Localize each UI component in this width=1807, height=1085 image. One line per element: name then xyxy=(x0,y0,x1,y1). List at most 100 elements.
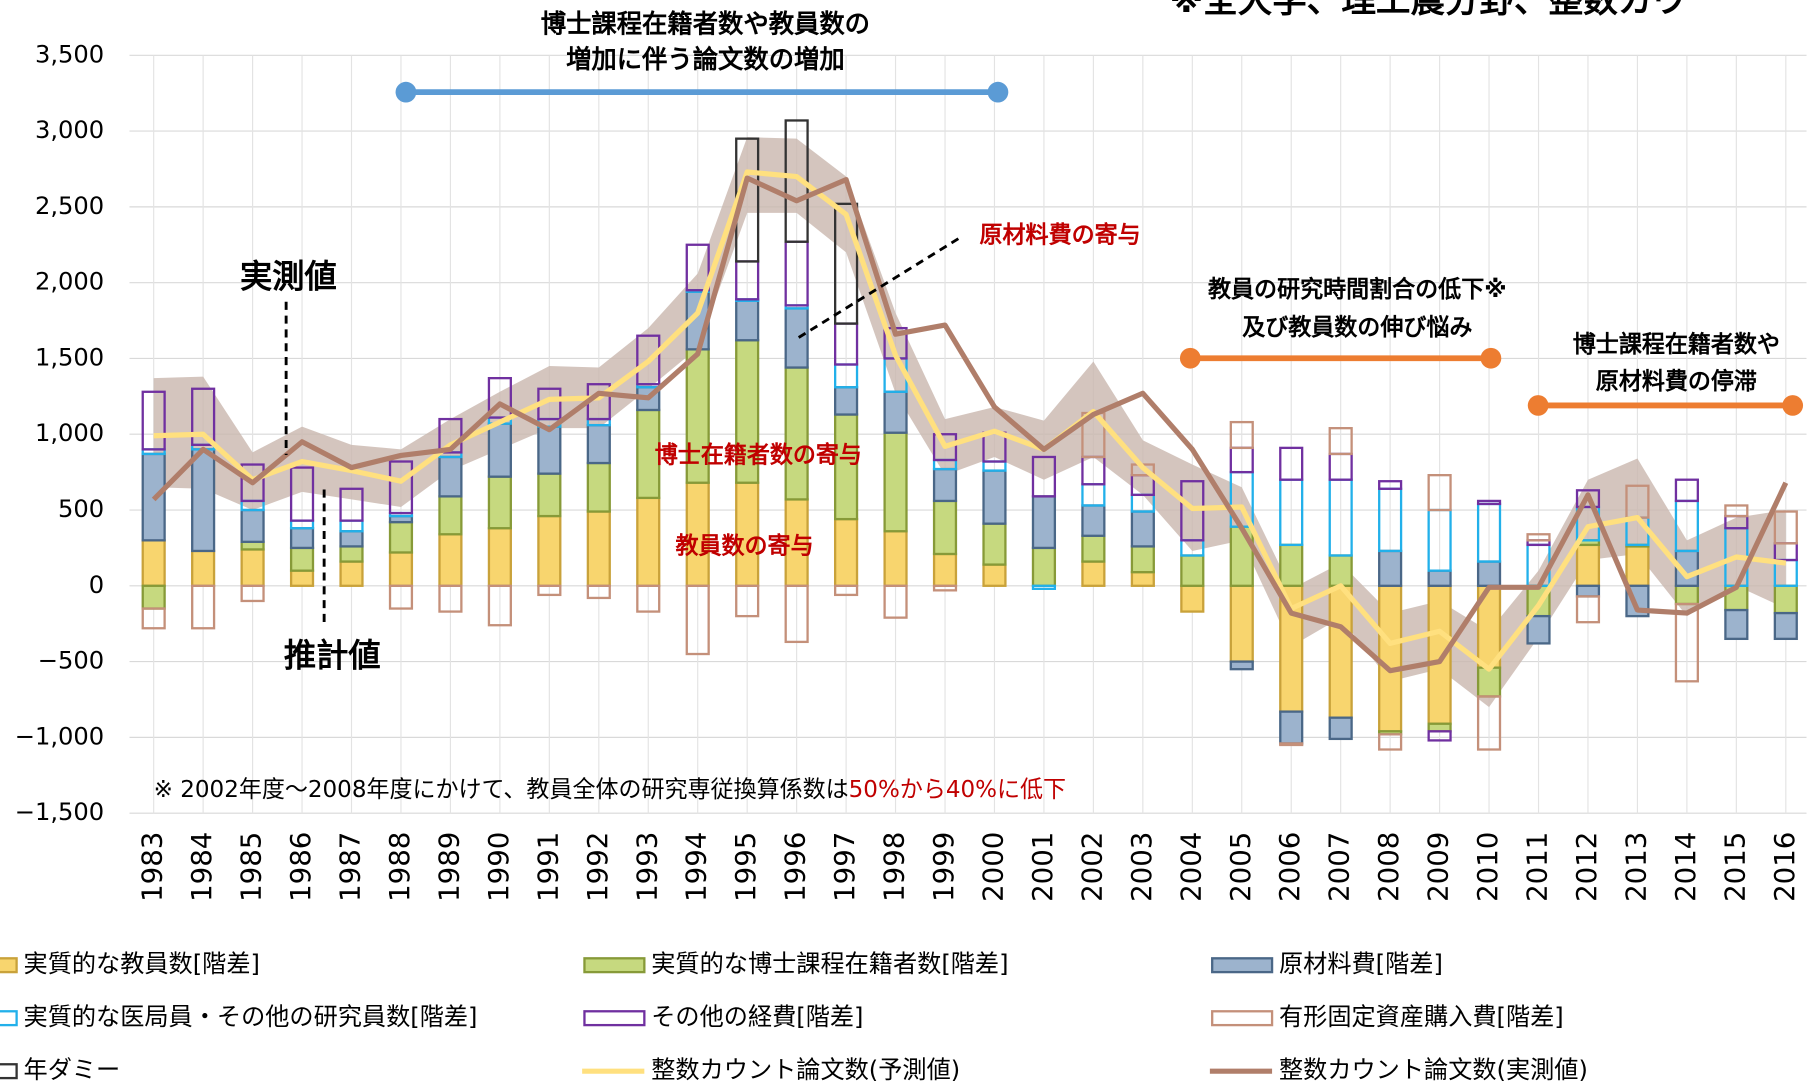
bar-segment xyxy=(191,387,216,446)
y-tick-label: 3,500 xyxy=(35,40,104,68)
bar-segment xyxy=(289,569,315,587)
bar-segment xyxy=(141,539,166,587)
x-tick-label: 1995 xyxy=(729,832,762,902)
bar-segment xyxy=(1130,510,1155,548)
bar-segment xyxy=(1328,584,1353,719)
x-tick-label: 2000 xyxy=(976,832,1009,902)
x-tick-label: 1992 xyxy=(581,832,614,902)
bar-segment xyxy=(1427,584,1452,725)
bar-segment xyxy=(685,243,710,292)
x-tick-label: 2003 xyxy=(1125,832,1158,902)
range-band xyxy=(153,137,1786,708)
x-tick-label: 2006 xyxy=(1273,832,1306,902)
x-tick-label: 1987 xyxy=(334,832,367,902)
bar-segment xyxy=(1180,584,1205,613)
bar-segment xyxy=(1575,543,1601,587)
x-tick-label: 1996 xyxy=(779,832,812,902)
bar-segment xyxy=(1526,614,1551,645)
bar-segment xyxy=(240,548,265,587)
bar-segment xyxy=(1773,611,1798,641)
bar-segment xyxy=(784,366,809,501)
bar-segment xyxy=(834,584,859,597)
legend-label: 有形固定資産購入費[階差] xyxy=(1279,1003,1564,1031)
annotation: ※全大学、理工農分野、整数カウ xyxy=(1170,0,1687,21)
bar-segment xyxy=(141,584,166,610)
bar-segment xyxy=(636,334,661,386)
bar-segment xyxy=(339,545,364,563)
bar-segment xyxy=(636,584,661,613)
bar-segment xyxy=(1427,569,1452,587)
bar-segment xyxy=(1427,474,1452,512)
x-tick-label: 1985 xyxy=(235,832,268,902)
arrow-end xyxy=(1179,347,1201,369)
legend-swatch xyxy=(0,1010,18,1027)
y-tick-label: 0 xyxy=(89,571,104,599)
bar-segment xyxy=(289,527,315,550)
bar-segment xyxy=(1229,660,1254,671)
bar-segment xyxy=(438,455,463,498)
x-tick-label: 2016 xyxy=(1768,832,1801,902)
x-tick-label: 2010 xyxy=(1471,832,1504,902)
x-tick-label: 2013 xyxy=(1619,832,1652,902)
x-tick-label: 2014 xyxy=(1669,832,1702,902)
bar-segment xyxy=(1081,560,1106,587)
bar-segment xyxy=(834,202,859,325)
bar-segment xyxy=(1031,546,1057,587)
bar-segment xyxy=(586,510,611,587)
bar-segment xyxy=(487,422,512,478)
x-tick-label: 1983 xyxy=(136,832,169,902)
bar-segment xyxy=(883,530,908,587)
bar-segment xyxy=(1427,730,1452,742)
bar-segment xyxy=(1575,595,1601,624)
bar-segment xyxy=(487,527,512,587)
bar-segment xyxy=(487,376,512,419)
bar-segment xyxy=(834,517,859,587)
x-tick-label: 1994 xyxy=(680,832,713,902)
arrow-end xyxy=(1527,395,1549,416)
annotation: 教員の研究時間割合の低下※ xyxy=(1208,276,1507,303)
bar-segment xyxy=(1229,420,1254,450)
bar-segment xyxy=(784,119,809,243)
bar-segment xyxy=(982,469,1007,525)
bar-segment xyxy=(932,433,958,462)
arrow-end xyxy=(1480,347,1502,369)
bar-segment xyxy=(735,299,760,342)
x-tick-label: 1991 xyxy=(531,832,564,902)
bar-segment xyxy=(1279,710,1304,745)
bar-segment xyxy=(240,463,265,503)
y-tick-label: −500 xyxy=(38,647,104,675)
x-tick-label: 1997 xyxy=(828,832,861,902)
bar-segment xyxy=(240,584,265,603)
band-layer xyxy=(153,137,1786,708)
bar-segment xyxy=(388,460,414,515)
x-tick-label: 1989 xyxy=(432,832,465,902)
bar-segment xyxy=(1476,560,1502,587)
annotation: 原材料費の停滞 xyxy=(1596,368,1757,395)
x-tick-label: 1998 xyxy=(878,832,911,902)
x-tick-label: 2002 xyxy=(1075,832,1108,902)
bar-segment xyxy=(932,584,958,592)
bar-segment xyxy=(191,448,216,553)
legend-label: 実質的な医局員・その他の研究員数[階差] xyxy=(24,1003,478,1031)
bar-segment xyxy=(883,431,908,533)
x-tick-label: 1993 xyxy=(630,832,663,902)
bar-segment xyxy=(1724,608,1749,641)
x-tick-label: 2011 xyxy=(1521,832,1554,902)
annotation: 博士課程在籍者数や xyxy=(1573,331,1780,358)
legend-label: 実質的な教員数[階差] xyxy=(24,950,260,978)
note-highlight: 50%から40%に低下 xyxy=(849,777,1066,803)
bar-segment xyxy=(537,584,562,597)
bar-segment xyxy=(932,552,958,587)
bar-segment xyxy=(1081,534,1106,563)
bar-segment xyxy=(1031,495,1057,550)
bar-segment xyxy=(339,487,364,522)
bar-segment xyxy=(1081,504,1106,537)
arrow-end xyxy=(395,81,417,103)
legend-swatch xyxy=(1211,957,1274,974)
bar-segment xyxy=(1575,489,1601,509)
annotation: 増加に伴う論文数の増加 xyxy=(566,44,845,74)
y-tick-label: 3,000 xyxy=(35,116,104,144)
x-tick-label: 1990 xyxy=(482,832,515,902)
annotation: 実測値 xyxy=(240,258,337,296)
